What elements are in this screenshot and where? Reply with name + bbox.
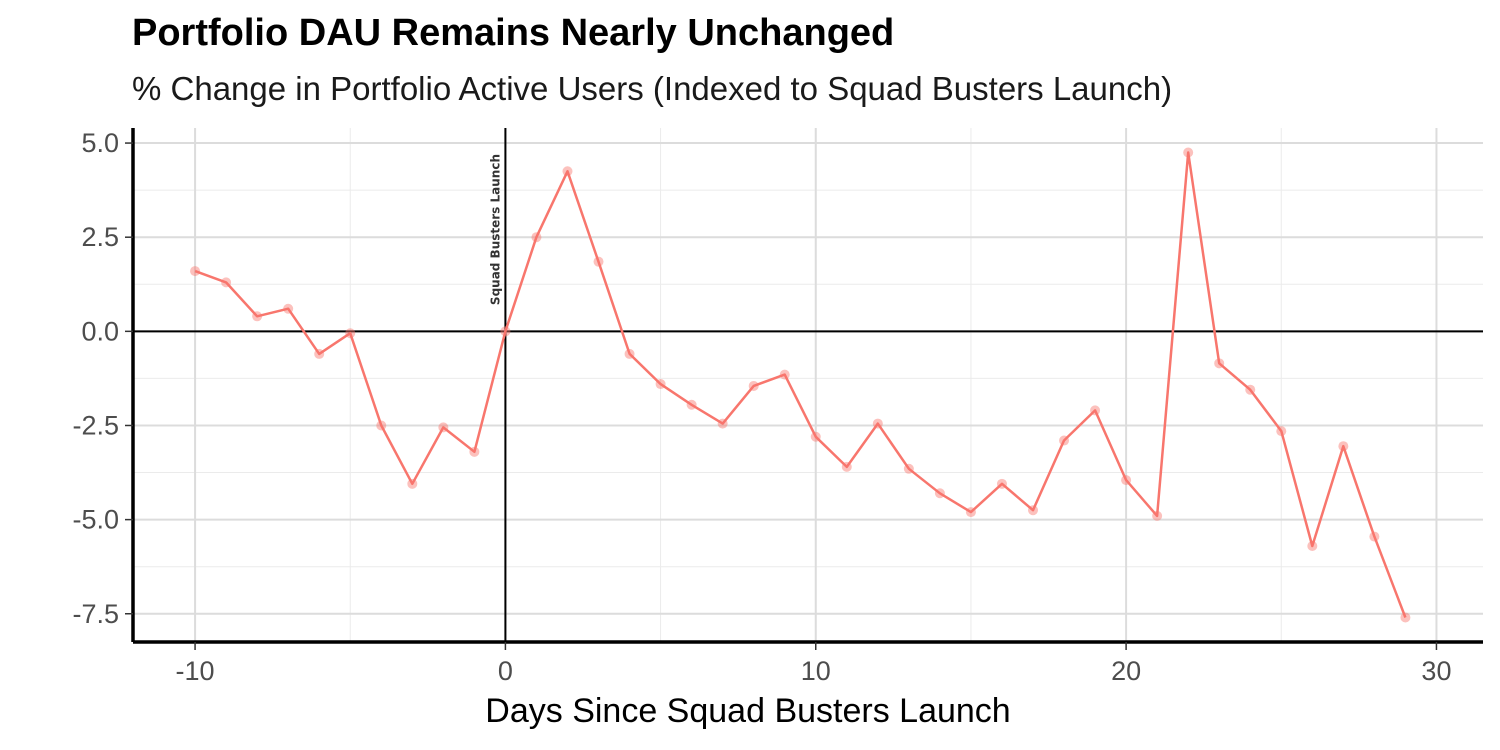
data-point — [717, 418, 728, 429]
chart-title: Portfolio DAU Remains Nearly Unchanged — [132, 12, 895, 54]
data-point — [1245, 384, 1256, 395]
data-point — [686, 399, 697, 410]
x-axis-title: Days Since Squad Busters Launch — [485, 692, 1010, 730]
data-point — [1028, 505, 1038, 516]
data-point — [314, 348, 325, 359]
tick-labels: -10 0 10 20 30 5.0 2.5 0.0 -2.5 -5.0 -7.5 Days Sinc… — [72, 128, 1451, 730]
chart-subtitle: % Change in Portfolio Active Users (Inde… — [132, 70, 1173, 107]
data-point — [1090, 405, 1101, 416]
data-point — [252, 311, 263, 322]
data-point — [1307, 540, 1318, 551]
launch-annotation: Squad Busters Launch — [488, 154, 502, 305]
data-point — [376, 420, 387, 431]
y-tick-label: -7.5 — [72, 599, 119, 629]
data-point — [1121, 475, 1132, 486]
data-point — [1338, 441, 1349, 452]
data-point — [438, 422, 449, 433]
data-point — [593, 256, 604, 267]
grid-lines — [133, 128, 1483, 642]
data-point — [1214, 358, 1225, 369]
x-tick-label: 0 — [498, 656, 513, 686]
data-point — [407, 478, 418, 489]
data-point — [810, 431, 821, 442]
x-tick-label: 10 — [801, 656, 831, 686]
data-point — [469, 446, 480, 457]
x-tick-label: -10 — [176, 656, 215, 686]
y-tick-label: -2.5 — [72, 410, 119, 440]
data-point — [1183, 147, 1194, 158]
y-tick-label: -5.0 — [72, 505, 119, 535]
data-point — [531, 232, 542, 243]
data-point — [345, 328, 356, 339]
y-tick-label: 5.0 — [81, 128, 119, 158]
data-point — [841, 461, 852, 472]
data-point — [283, 303, 294, 314]
data-point — [562, 166, 573, 177]
data-point — [1400, 612, 1411, 623]
data-point — [903, 463, 914, 474]
axes — [125, 128, 1483, 650]
data-point — [655, 379, 666, 390]
data-point — [1369, 531, 1380, 542]
x-tick-label: 20 — [1111, 656, 1141, 686]
data-point — [965, 507, 976, 518]
data-point — [779, 369, 790, 380]
series-line — [194, 151, 1407, 618]
data-point — [221, 277, 232, 288]
x-tick-label: 30 — [1421, 656, 1451, 686]
data-point — [1276, 426, 1287, 437]
data-point — [1059, 435, 1070, 446]
data-point — [624, 348, 635, 359]
series-layer — [190, 147, 1411, 623]
data-point — [996, 478, 1007, 489]
data-point — [934, 488, 945, 499]
reference-lines: Squad Busters Launch — [133, 128, 1483, 642]
data-point — [748, 380, 759, 391]
y-tick-label: 2.5 — [81, 222, 119, 252]
data-point — [1152, 510, 1163, 521]
y-tick-label: 0.0 — [81, 316, 119, 346]
data-point — [500, 326, 511, 337]
data-point — [872, 418, 883, 429]
data-point — [190, 266, 201, 277]
